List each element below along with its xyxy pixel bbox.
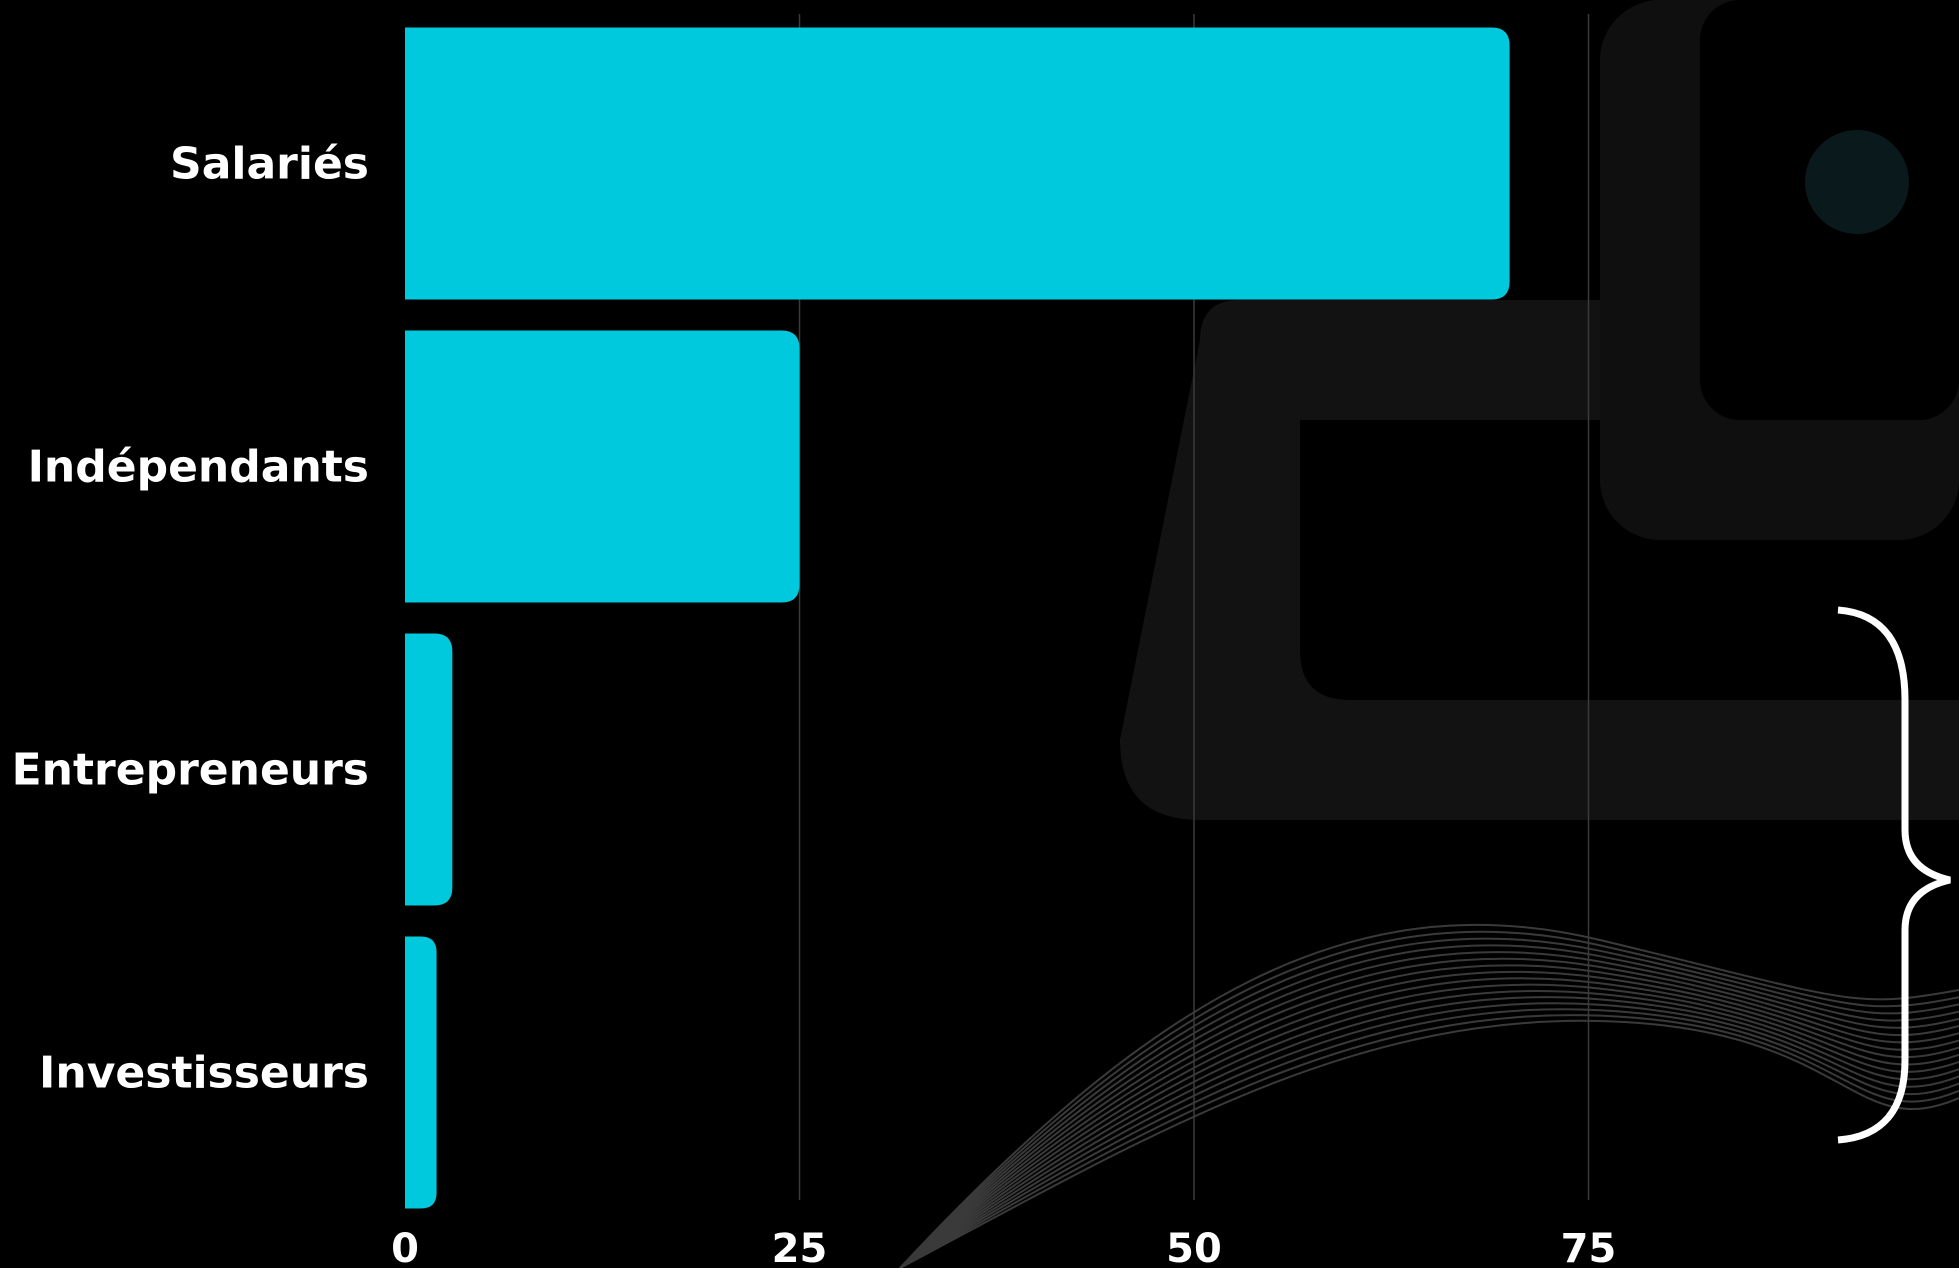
wave-line [899, 977, 1959, 1268]
wave-line [899, 951, 1959, 1268]
x-tick-label: 75 [1561, 1226, 1617, 1268]
category-label: Indépendants [28, 442, 369, 493]
wave-line [899, 930, 1959, 1268]
wave-line [899, 983, 1959, 1268]
wave-line [899, 970, 1959, 1268]
bar [405, 936, 437, 1209]
bar [405, 27, 1510, 300]
category-label: Investisseurs [39, 1048, 369, 1099]
bar [405, 633, 453, 906]
wave-line [899, 944, 1959, 1268]
wave-line [899, 990, 1959, 1268]
category-label: Entrepreneurs [12, 745, 369, 796]
background-logo-shape [1120, 0, 1959, 1268]
x-tick-labels: 0 25 50 75 [391, 1226, 1616, 1268]
x-tick-label: 50 [1166, 1226, 1222, 1268]
wave-line [899, 1014, 1959, 1268]
background-dot [1805, 130, 1909, 234]
bar [405, 330, 800, 603]
wave-line [899, 996, 1959, 1268]
category-label: Salariés [170, 139, 369, 190]
wave-line [899, 937, 1959, 1268]
background-decoration [899, 0, 1959, 1268]
wave-line [899, 1019, 1959, 1268]
wave-line [899, 1008, 1959, 1268]
background-waves [899, 923, 1959, 1268]
x-tick-label: 0 [391, 1226, 419, 1268]
curly-brace [1837, 606, 1951, 1144]
wave-line [899, 964, 1959, 1268]
bars [405, 27, 1510, 1209]
category-labels: Salariés Indépendants Entrepreneurs Investi… [12, 139, 369, 1099]
wave-line [899, 923, 1959, 1268]
wave-line [899, 1002, 1959, 1268]
x-tick-label: 25 [772, 1226, 828, 1268]
wave-line [899, 957, 1959, 1268]
